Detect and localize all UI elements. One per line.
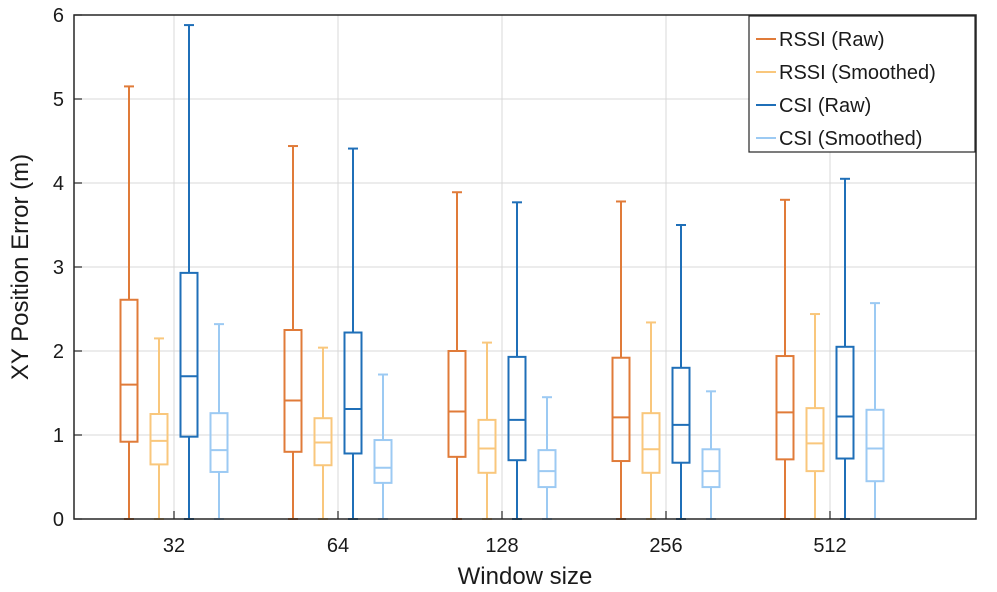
y-tick-label: 6 <box>53 5 64 27</box>
y-tick-label: 3 <box>53 257 64 279</box>
x-tick-label: 32 <box>163 535 185 557</box>
x-tick-label: 256 <box>649 535 682 557</box>
iqr-box <box>209 412 229 473</box>
iqr-box <box>701 448 721 489</box>
legend-label: RSSI (Raw) <box>779 29 885 51</box>
legend-label: RSSI (Smoothed) <box>779 62 936 84</box>
x-axis-title: Window size <box>458 563 593 590</box>
legend-box <box>748 15 976 153</box>
box-rssi-smoothed <box>149 337 169 520</box>
box-rssi-raw <box>119 85 139 520</box>
box-rssi-raw <box>447 191 467 520</box>
iqr-box <box>179 271 199 438</box>
y-axis-title: XY Position Error (m) <box>7 154 34 380</box>
legend-label: CSI (Raw) <box>779 95 871 117</box>
grid-lines <box>74 15 976 519</box>
y-tick-label: 4 <box>53 173 64 195</box>
axis-ticks: 0 1 2 3 4 5 6 32 64 128 256 512 <box>53 5 847 557</box>
box-csi-raw <box>343 147 363 520</box>
box-series <box>119 24 885 520</box>
iqr-box <box>283 329 303 453</box>
iqr-box <box>641 412 661 474</box>
iqr-box <box>447 350 467 458</box>
box-csi-raw <box>507 201 527 520</box>
box-rssi-raw <box>775 198 795 520</box>
box-csi-smoothed <box>701 390 721 520</box>
box-csi-smoothed <box>537 396 557 520</box>
y-tick-label: 0 <box>53 509 64 531</box>
iqr-box <box>477 418 497 474</box>
x-tick-label: 128 <box>485 535 518 557</box>
y-tick-label: 1 <box>53 425 64 447</box>
iqr-box <box>775 355 795 461</box>
iqr-box <box>865 408 885 483</box>
box-rssi-smoothed <box>477 341 497 520</box>
iqr-box <box>119 298 139 443</box>
box-rssi-smoothed <box>313 346 333 520</box>
iqr-box <box>507 355 527 462</box>
iqr-box <box>805 407 825 473</box>
iqr-box <box>373 439 393 484</box>
box-csi-smoothed <box>865 302 885 520</box>
box-csi-smoothed <box>373 373 393 520</box>
box-csi-raw <box>671 224 691 520</box>
iqr-box <box>537 449 557 489</box>
legend-label: CSI (Smoothed) <box>779 128 922 150</box>
iqr-box <box>343 331 363 455</box>
legend: RSSI (Raw) RSSI (Smoothed) CSI (Raw) CSI (S… <box>748 15 976 153</box>
y-tick-label: 5 <box>53 89 64 111</box>
iqr-box <box>835 345 855 460</box>
x-tick-label: 512 <box>813 535 846 557</box>
box-rssi-smoothed <box>805 313 825 520</box>
iqr-box <box>611 356 631 463</box>
box-csi-raw <box>835 177 855 520</box>
iqr-box <box>671 366 691 464</box>
iqr-box <box>149 413 169 466</box>
box-csi-smoothed <box>209 323 229 520</box>
box-rssi-smoothed <box>641 321 661 520</box>
y-tick-label: 2 <box>53 341 64 363</box>
box-rssi-raw <box>611 200 631 520</box>
box-rssi-raw <box>283 145 303 520</box>
x-tick-label: 64 <box>327 535 349 557</box>
